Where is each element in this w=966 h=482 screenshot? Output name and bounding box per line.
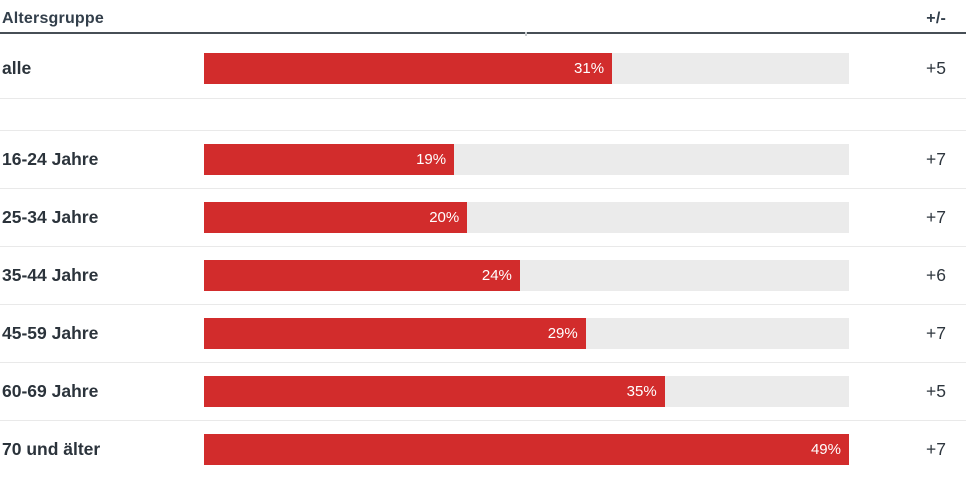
change-value: +5 [926, 58, 946, 78]
change-value: +7 [926, 149, 946, 169]
row-label: alle [2, 58, 32, 78]
bar-track: 31% [204, 53, 849, 84]
chart-row-35-44: 35-44 Jahre 24% +6 [0, 247, 966, 305]
row-label: 35-44 Jahre [2, 265, 99, 285]
bar-value-label: 20% [429, 209, 460, 226]
chart-header: Altersgruppe +/- [0, 0, 966, 28]
spacer-row [0, 99, 966, 131]
chart-row-alle: alle 31% +5 [0, 39, 966, 99]
bar-fill: 20% [204, 202, 468, 233]
bar-fill: 35% [204, 376, 665, 407]
bar-track: 29% [204, 318, 849, 349]
bar-value-label: 35% [626, 383, 657, 400]
bar-track: 49% [204, 434, 849, 465]
bar-fill: 24% [204, 260, 520, 291]
bar-value-label: 29% [547, 325, 578, 342]
bar-value-label: 24% [481, 267, 512, 284]
bar-fill: 29% [204, 318, 586, 349]
row-label: 16-24 Jahre [2, 149, 99, 169]
scale-mid-tick [525, 32, 527, 36]
change-value: +7 [926, 439, 946, 459]
change-value: +5 [926, 381, 946, 401]
row-label: 25-34 Jahre [2, 207, 99, 227]
bar-track: 19% [204, 144, 849, 175]
change-value: +7 [926, 207, 946, 227]
chart-row-16-24: 16-24 Jahre 19% +7 [0, 131, 966, 189]
bar-fill: 31% [204, 53, 613, 84]
change-value: +6 [926, 265, 946, 285]
row-label: 70 und älter [2, 439, 101, 459]
bar-fill: 19% [204, 144, 455, 175]
chart-row-70-plus: 70 und älter 49% +7 [0, 421, 966, 478]
row-label: 60-69 Jahre [2, 381, 99, 401]
bar-fill: 49% [204, 434, 849, 465]
bar-value-label: 49% [810, 441, 841, 458]
chart-row-60-69: 60-69 Jahre 35% +5 [0, 363, 966, 421]
bar-value-label: 19% [416, 151, 447, 168]
column-header-altersgruppe: Altersgruppe [2, 10, 104, 27]
bar-track: 20% [204, 202, 849, 233]
chart-row-45-59: 45-59 Jahre 29% +7 [0, 305, 966, 363]
bar-track: 24% [204, 260, 849, 291]
change-value: +7 [926, 323, 946, 343]
bar-track: 35% [204, 376, 849, 407]
column-header-change: +/- [926, 10, 946, 27]
bar-value-label: 31% [574, 60, 605, 77]
chart-row-25-34: 25-34 Jahre 20% +7 [0, 189, 966, 247]
row-label: 45-59 Jahre [2, 323, 99, 343]
header-divider [0, 32, 966, 39]
